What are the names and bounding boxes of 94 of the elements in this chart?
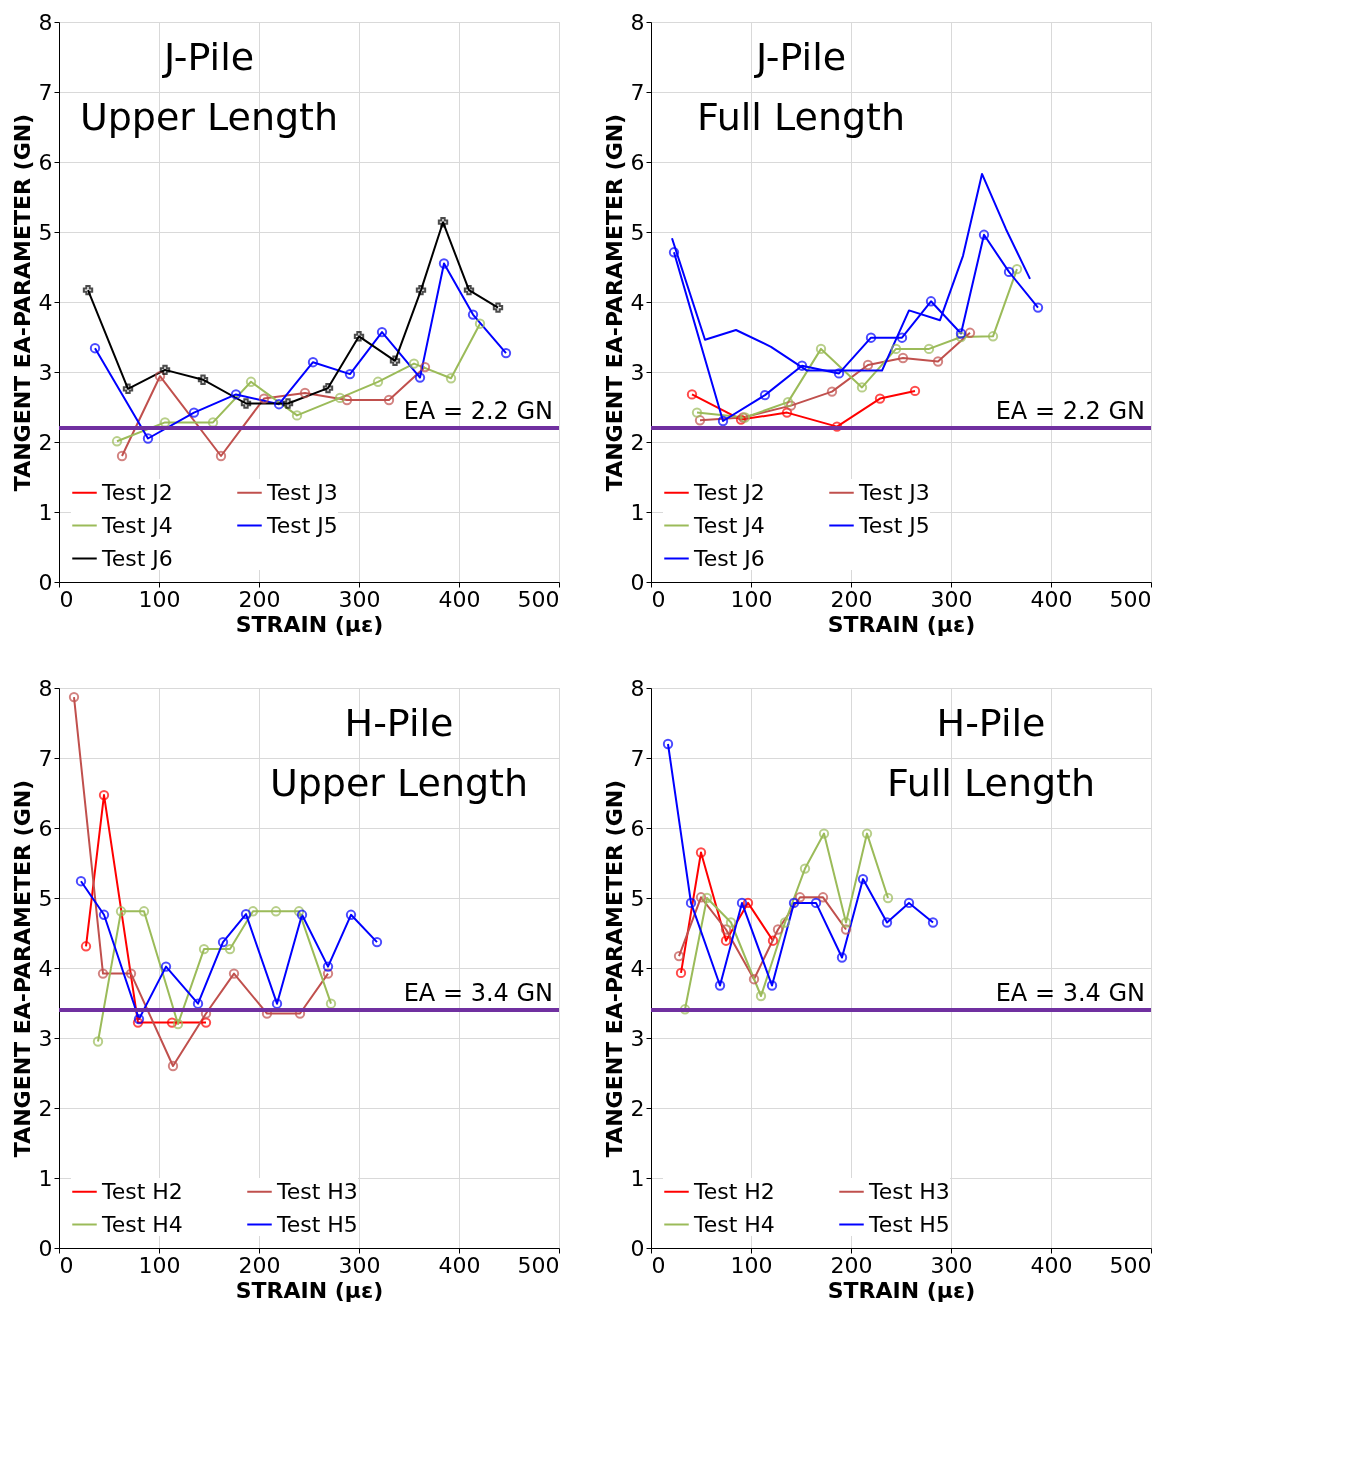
y-tick-label: 4 <box>38 955 53 981</box>
legend-label: Test J2 <box>101 479 173 505</box>
y-tick-label: 6 <box>38 149 53 175</box>
y-tick-label: 1 <box>38 499 53 525</box>
x-tick-label: 100 <box>730 1252 773 1278</box>
ref-line-label: EA = 2.2 GN <box>403 397 553 425</box>
legend-label: Test J4 <box>693 512 765 538</box>
text: H-Pile Full Length <box>886 701 1096 805</box>
ref-line-label: EA = 2.2 GN <box>995 397 1145 425</box>
x-tick-label: 500 <box>517 1252 560 1278</box>
x-tick-label: 400 <box>438 1252 481 1278</box>
x-tick-label: 0 <box>59 586 74 612</box>
y-tick-label: 0 <box>630 1235 645 1261</box>
legend-label: Test J4 <box>101 512 173 538</box>
y-tick-label: 7 <box>38 79 53 105</box>
legend-label: Test H2 <box>693 1178 775 1204</box>
x-axis-title: STRAIN (με) <box>235 611 384 637</box>
y-tick-label: 0 <box>38 1235 53 1261</box>
y-tick-label: 6 <box>630 815 645 841</box>
x-tick-label: 200 <box>238 586 281 612</box>
x-axis-title: STRAIN (με) <box>827 611 976 637</box>
legend-label: Test H5 <box>276 1211 358 1237</box>
y-tick-label: 2 <box>630 429 645 455</box>
y-tick-label: 2 <box>38 1095 53 1121</box>
x-tick-label: 0 <box>59 1252 74 1278</box>
y-tick-label: 8 <box>630 675 645 701</box>
y-tick-label: 3 <box>630 1025 645 1051</box>
x-tick-label: 400 <box>438 586 481 612</box>
x-tick-label: 100 <box>730 586 773 612</box>
y-tick-label: 4 <box>38 289 53 315</box>
y-tick-label: 1 <box>38 1165 53 1191</box>
y-tick-label: 0 <box>630 569 645 595</box>
y-tick-label: 8 <box>630 9 645 35</box>
x-tick-label: 400 <box>1030 586 1073 612</box>
x-tick-label: 200 <box>830 586 873 612</box>
x-tick-label: 300 <box>930 1252 973 1278</box>
y-tick-label: 2 <box>38 429 53 455</box>
legend-label: Test J6 <box>693 545 765 571</box>
x-tick-label: 500 <box>1109 1252 1152 1278</box>
y-axis-title: TANGENT EA-PARAMETER (GN) <box>9 113 35 492</box>
text: J-Pile Upper Length <box>79 35 339 139</box>
legend-label: Test H4 <box>693 1211 775 1237</box>
y-tick-label: 8 <box>38 675 53 701</box>
x-axis-title: STRAIN (με) <box>235 1277 384 1303</box>
legend-label: Test H3 <box>868 1178 950 1204</box>
y-tick-label: 2 <box>630 1095 645 1121</box>
legend-label: Test H5 <box>868 1211 950 1237</box>
y-tick-label: 5 <box>630 885 645 911</box>
legend-label: Test H3 <box>276 1178 358 1204</box>
text: H-Pile Upper Length <box>269 701 529 805</box>
x-axis-title: STRAIN (με) <box>827 1277 976 1303</box>
x-tick-label: 300 <box>930 586 973 612</box>
x-tick-label: 200 <box>830 1252 873 1278</box>
legend-label: Test J5 <box>858 512 930 538</box>
y-tick-label: 3 <box>630 359 645 385</box>
y-axis-title: TANGENT EA-PARAMETER (GN) <box>9 779 35 1158</box>
x-tick-label: 100 <box>138 1252 181 1278</box>
text: J-Pile Full Length <box>696 35 906 139</box>
x-tick-label: 400 <box>1030 1252 1073 1278</box>
y-tick-label: 5 <box>38 885 53 911</box>
y-tick-label: 3 <box>38 1025 53 1051</box>
ref-line-label: EA = 3.4 GN <box>403 979 553 1007</box>
y-tick-label: 4 <box>630 289 645 315</box>
y-tick-label: 8 <box>38 9 53 35</box>
x-tick-label: 0 <box>651 586 666 612</box>
x-tick-label: 300 <box>338 1252 381 1278</box>
x-tick-label: 200 <box>238 1252 281 1278</box>
y-axis-title: TANGENT EA-PARAMETER (GN) <box>601 113 627 492</box>
y-tick-label: 0 <box>38 569 53 595</box>
y-tick-label: 6 <box>38 815 53 841</box>
legend-label: Test J5 <box>266 512 338 538</box>
legend-label: Test J2 <box>693 479 765 505</box>
y-tick-label: 5 <box>630 219 645 245</box>
x-tick-label: 100 <box>138 586 181 612</box>
ref-line-label: EA = 3.4 GN <box>995 979 1145 1007</box>
y-tick-label: 1 <box>630 1165 645 1191</box>
legend-label: Test J3 <box>266 479 338 505</box>
legend-label: Test H2 <box>101 1178 183 1204</box>
legend-label: Test H4 <box>101 1211 183 1237</box>
y-tick-label: 7 <box>38 745 53 771</box>
x-tick-label: 500 <box>517 586 560 612</box>
y-tick-label: 1 <box>630 499 645 525</box>
y-axis-title: TANGENT EA-PARAMETER (GN) <box>601 779 627 1158</box>
legend-label: Test J6 <box>101 545 173 571</box>
y-tick-label: 7 <box>630 745 645 771</box>
x-tick-label: 0 <box>651 1252 666 1278</box>
y-tick-label: 6 <box>630 149 645 175</box>
y-tick-label: 4 <box>630 955 645 981</box>
y-tick-label: 5 <box>38 219 53 245</box>
x-tick-label: 500 <box>1109 586 1152 612</box>
legend-label: Test J3 <box>858 479 930 505</box>
y-tick-label: 7 <box>630 79 645 105</box>
y-tick-label: 3 <box>38 359 53 385</box>
x-tick-label: 300 <box>338 586 381 612</box>
